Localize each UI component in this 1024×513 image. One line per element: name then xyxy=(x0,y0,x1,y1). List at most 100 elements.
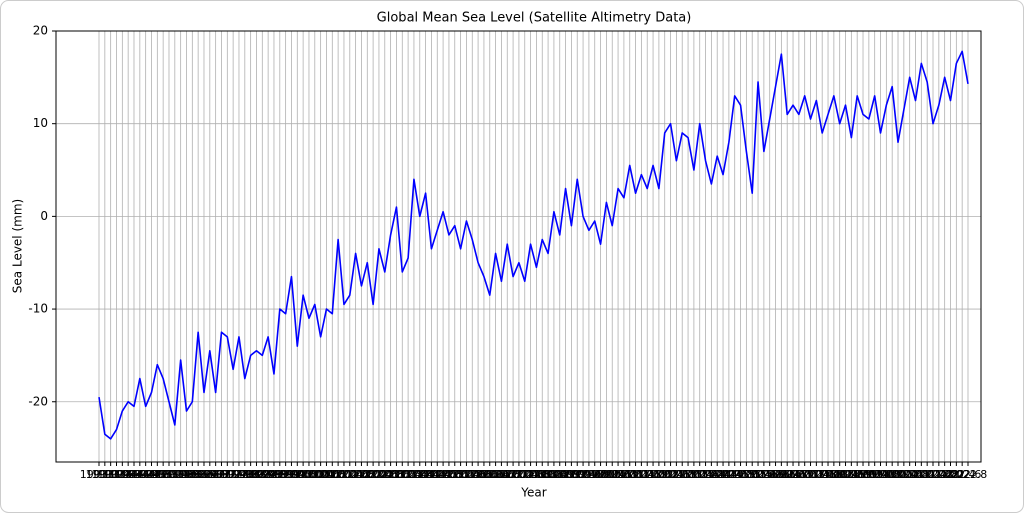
x-tick-label: 2002.2 xyxy=(348,468,387,481)
x-tick-label: 2021.4 xyxy=(908,468,947,481)
x-tick-label: 2000.4 xyxy=(296,468,335,481)
x-tick-label: 2018.8 xyxy=(832,468,871,481)
x-tick-label: 2020.4 xyxy=(879,468,918,481)
x-tick-label: 1997.2 xyxy=(202,468,241,481)
x-tick-label: 2017.2 xyxy=(785,468,824,481)
x-tick-label: 2011.2 xyxy=(610,468,649,481)
grid-layer xyxy=(56,30,981,462)
x-tick-label: 2013.4 xyxy=(675,468,714,481)
x-tick-label: 1993.8 xyxy=(103,468,142,481)
x-tick-label: 2021.0 xyxy=(896,468,935,481)
x-tick-label: 2001.4 xyxy=(325,468,364,481)
x-tick-label: 2005.0 xyxy=(430,468,469,481)
x-tick-label: 1996.0 xyxy=(167,468,206,481)
x-tick-label: 2005.4 xyxy=(441,468,480,481)
x-tick-label: 2013.0 xyxy=(663,468,702,481)
x-tick-label: 2012.2 xyxy=(640,468,679,481)
x-tick-label: 1999.2 xyxy=(261,468,300,481)
x-tick-label: 2018.0 xyxy=(809,468,848,481)
x-tick-label: 2016.2 xyxy=(756,468,795,481)
x-axis-label: Year xyxy=(520,486,546,500)
x-tick-label: 1997.6 xyxy=(214,468,253,481)
x-tick-label: 2007.4 xyxy=(500,468,539,481)
x-tick-label: 2014.0 xyxy=(692,468,731,481)
x-tick-label: 2006.4 xyxy=(471,468,510,481)
x-tick-label: 2016.6 xyxy=(768,468,807,481)
x-tick-label: 2007.2 xyxy=(494,468,533,481)
x-tick-label: 1997.4 xyxy=(208,468,247,481)
x-tick-label: 2006.6 xyxy=(476,468,515,481)
x-tick-label: 2002.0 xyxy=(342,468,381,481)
x-tick-label: 2009.8 xyxy=(570,468,609,481)
x-tick-label: 1996.2 xyxy=(173,468,212,481)
x-tick-label: 2022.8 xyxy=(949,468,988,481)
x-tick-label: 1999.0 xyxy=(255,468,294,481)
x-tick-label: 1999.4 xyxy=(266,468,305,481)
x-tick-label: 2014.2 xyxy=(698,468,737,481)
x-tick-label: 2017.0 xyxy=(780,468,819,481)
x-tick-label: 1994.8 xyxy=(132,468,171,481)
x-tick-label: 2010.8 xyxy=(599,468,638,481)
x-tick-label: 1995.8 xyxy=(161,468,200,481)
x-tick-label: 2010.0 xyxy=(575,468,614,481)
y-axis-label: Sea Level (mm) xyxy=(11,199,25,293)
x-tick-label: 2001.8 xyxy=(336,468,375,481)
x-tick-label: 2018.2 xyxy=(815,468,854,481)
x-tick-label: 2009.0 xyxy=(546,468,585,481)
x-tick-label: 2005.6 xyxy=(447,468,486,481)
y-tick-label: 10 xyxy=(33,116,48,130)
x-tick-label: 2022.4 xyxy=(937,468,976,481)
x-tick-label: 2013.8 xyxy=(686,468,725,481)
x-tick-label: 2008.4 xyxy=(529,468,568,481)
x-tick-label: 2006.8 xyxy=(482,468,521,481)
x-tick-label: 2007.0 xyxy=(488,468,527,481)
x-tick-label: 2015.0 xyxy=(721,468,760,481)
x-tick-label: 2004.2 xyxy=(406,468,445,481)
x-tick-label: 2003.8 xyxy=(395,468,434,481)
x-tick-label: 2008.6 xyxy=(535,468,574,481)
x-tick-label: 2020.8 xyxy=(890,468,929,481)
x-tick-label: 2014.6 xyxy=(710,468,749,481)
x-tick-label: 2005.8 xyxy=(453,468,492,481)
x-tick-label: 2021.8 xyxy=(920,468,959,481)
x-tick-label: 2000.8 xyxy=(307,468,346,481)
x-tick-label: 2009.4 xyxy=(558,468,597,481)
x-tick-label: 1996.6 xyxy=(185,468,224,481)
x-tick-label: 2001.0 xyxy=(313,468,352,481)
x-tick-label: 2017.4 xyxy=(791,468,830,481)
x-tick-label: 1995.6 xyxy=(156,468,195,481)
x-tick-label: 2002.8 xyxy=(366,468,405,481)
x-tick-label: 1994.2 xyxy=(115,468,154,481)
y-tick-label: 0 xyxy=(40,209,48,223)
x-tick-label: 2009.6 xyxy=(564,468,603,481)
x-tick-label: 2000.2 xyxy=(290,468,329,481)
x-tick-label: 2003.2 xyxy=(377,468,416,481)
x-tick-label: 2004.4 xyxy=(412,468,451,481)
x-tick-label: 2019.0 xyxy=(838,468,877,481)
x-tick-label: 2006.2 xyxy=(465,468,504,481)
x-tick-label: 1996.8 xyxy=(191,468,230,481)
x-tick-label: 2016.4 xyxy=(762,468,801,481)
x-tick-label: 2011.6 xyxy=(622,468,661,481)
x-tick-label: 2007.6 xyxy=(506,468,545,481)
x-tick-label: 1998.8 xyxy=(249,468,288,481)
x-tick-label: 2001.2 xyxy=(319,468,358,481)
x-tick-label: 2015.2 xyxy=(727,468,766,481)
x-tick-label: 2017.8 xyxy=(803,468,842,481)
x-tick-label: 2009.2 xyxy=(552,468,591,481)
x-tick-label: 2004.8 xyxy=(424,468,463,481)
y-tick-label: -20 xyxy=(28,394,48,408)
x-tick-label: 2014.4 xyxy=(704,468,743,481)
x-tick-label: 2011.0 xyxy=(605,468,644,481)
x-tick-label: 2019.8 xyxy=(861,468,900,481)
x-tick-label: 2021.2 xyxy=(902,468,941,481)
x-tick-label: 2020.2 xyxy=(873,468,912,481)
x-tick-label: 2019.6 xyxy=(855,468,894,481)
x-tick-label: 2008.8 xyxy=(540,468,579,481)
y-tick-label: 20 xyxy=(33,24,48,38)
x-tick-label: 1994.6 xyxy=(126,468,165,481)
x-tick-label: 2008.0 xyxy=(517,468,556,481)
x-tick-label: 2005.2 xyxy=(436,468,475,481)
x-tick-label: 2012.0 xyxy=(634,468,673,481)
